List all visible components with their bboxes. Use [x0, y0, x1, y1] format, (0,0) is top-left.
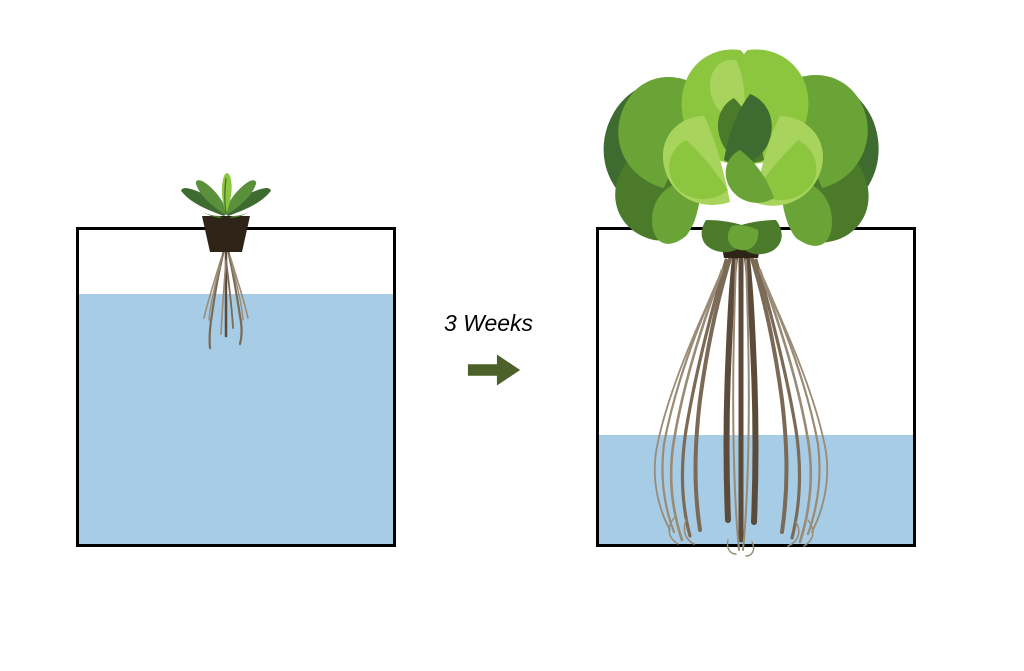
lettuce-roots [655, 250, 827, 556]
lettuce [536, 20, 956, 640]
seedling-roots [204, 250, 248, 348]
time-label: 3 Weeks [444, 310, 533, 337]
seedling [136, 166, 316, 386]
seedling-leaves [181, 173, 271, 218]
lettuce-head [604, 49, 879, 254]
seedling-plug [202, 216, 250, 252]
arrow-icon [466, 350, 524, 390]
